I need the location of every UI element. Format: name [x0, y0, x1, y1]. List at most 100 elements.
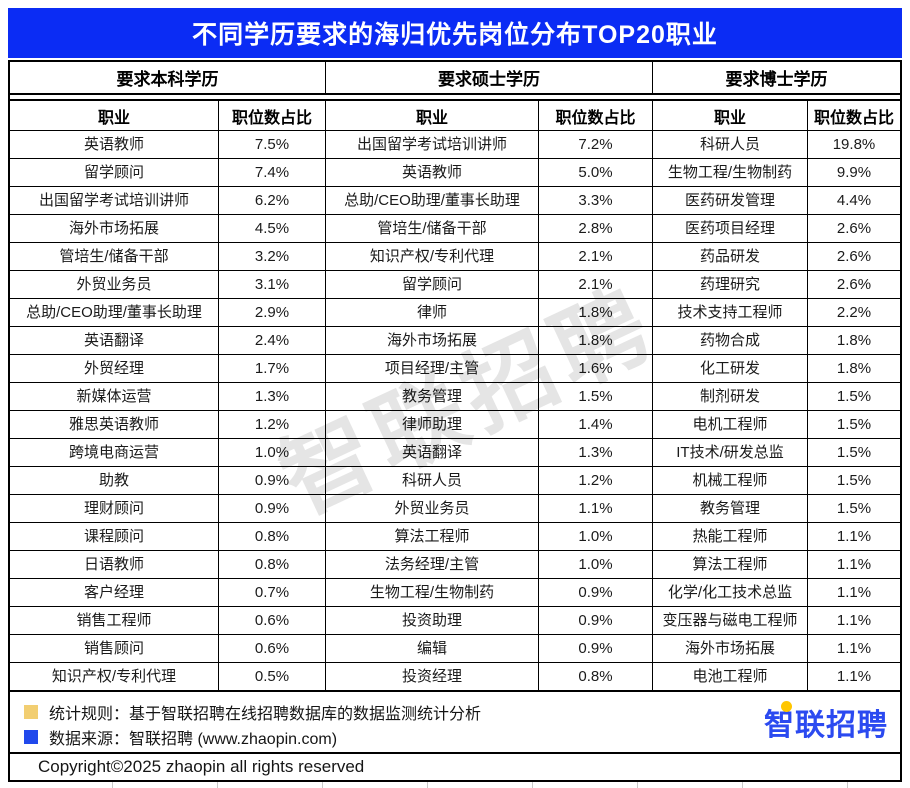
table-cell-share: 1.5%: [808, 467, 900, 494]
table-frame: 要求本科学历 要求硕士学历 要求博士学历 职业 职位数占比 职业 职位数占比 职…: [8, 60, 902, 782]
table-cell-share: 1.8%: [539, 299, 652, 326]
footer: 统计规则：基于智联招聘在线招聘数据库的数据监测统计分析 数据来源：智联招聘 (w…: [10, 692, 900, 752]
table-cell-share: 1.4%: [539, 411, 652, 438]
table-cell-share: 2.2%: [808, 299, 900, 326]
column-header-share: 职位数占比: [539, 101, 652, 130]
table-cell-share: 1.5%: [539, 383, 652, 410]
section-header-master: 要求硕士学历: [326, 62, 652, 93]
table-cell-occupation: 生物工程/生物制药: [326, 579, 538, 606]
table-cell-share: 1.5%: [808, 383, 900, 410]
table-cell-occupation: 化学/化工技术总监: [653, 579, 807, 606]
table-cell-occupation: 科研人员: [326, 467, 538, 494]
table-cell-occupation: 跨境电商运营: [10, 439, 218, 466]
table-cell-occupation: 海外市场拓展: [326, 327, 538, 354]
table-cell-share: 5.0%: [539, 159, 652, 186]
legend-item-statistics-rule: 统计规则：基于智联招聘在线招聘数据库的数据监测统计分析: [24, 699, 900, 724]
table-cell-occupation: 医药研发管理: [653, 187, 807, 214]
table-cell-share: 1.5%: [808, 439, 900, 466]
table-cell-occupation: 管培生/储备干部: [326, 215, 538, 242]
table-cell-occupation: 出国留学考试培训讲师: [10, 187, 218, 214]
table-cell-occupation: 外贸业务员: [10, 271, 218, 298]
table-cell-share: 1.3%: [539, 439, 652, 466]
table-cell-share: 2.6%: [808, 215, 900, 242]
legend-swatch-blue: [24, 729, 38, 744]
table-cell-occupation: 电池工程师: [653, 663, 807, 690]
table-grid: 职业 职位数占比 职业 职位数占比 职业 职位数占比 英语教师 7.5% 出国留学考…: [10, 99, 900, 692]
table-cell-occupation: 外贸业务员: [326, 495, 538, 522]
table-cell-share: 2.1%: [539, 243, 652, 270]
zhaopin-logo-text: 智联招聘: [764, 709, 888, 742]
spreadsheet-gridlines: [8, 782, 902, 788]
table-cell-share: 0.8%: [219, 523, 325, 550]
table-cell-share: 7.2%: [539, 131, 652, 158]
legend-text: 统计规则：基于智联招聘在线招聘数据库的数据监测统计分析: [49, 705, 482, 723]
table-cell-share: 1.2%: [219, 411, 325, 438]
table-cell-share: 7.5%: [219, 131, 325, 158]
table-cell-occupation: 英语翻译: [10, 327, 218, 354]
table-cell-share: 3.1%: [219, 271, 325, 298]
table-cell-share: 3.2%: [219, 243, 325, 270]
table-cell-occupation: 雅思英语教师: [10, 411, 218, 438]
section-header-row: 要求本科学历 要求硕士学历 要求博士学历: [10, 62, 900, 95]
table-cell-occupation: 总助/CEO助理/董事长助理: [326, 187, 538, 214]
table-cell-occupation: 留学顾问: [326, 271, 538, 298]
table-cell-share: 1.0%: [539, 551, 652, 578]
legend-text: 数据来源：智联招聘 (www.zhaopin.com): [49, 730, 338, 748]
table-cell-occupation: 算法工程师: [653, 551, 807, 578]
table-cell-occupation: 英语翻译: [326, 439, 538, 466]
table-cell-occupation: 热能工程师: [653, 523, 807, 550]
table-cell-share: 7.4%: [219, 159, 325, 186]
table-cell-share: 0.9%: [539, 635, 652, 662]
table-cell-occupation: 留学顾问: [10, 159, 218, 186]
table-cell-share: 4.5%: [219, 215, 325, 242]
table-cell-share: 1.8%: [539, 327, 652, 354]
table-cell-share: 1.1%: [808, 551, 900, 578]
table-cell-occupation: 新媒体运营: [10, 383, 218, 410]
table-cell-share: 1.6%: [539, 355, 652, 382]
table-cell-occupation: 教务管理: [326, 383, 538, 410]
zhaopin-logo: 智联招聘: [764, 700, 888, 744]
table-cell-share: 9.9%: [808, 159, 900, 186]
table-cell-occupation: 法务经理/主管: [326, 551, 538, 578]
table-cell-share: 0.6%: [219, 635, 325, 662]
table-cell-occupation: 理财顾问: [10, 495, 218, 522]
table-cell-share: 19.8%: [808, 131, 900, 158]
zhaopin-logo-dot-icon: [781, 701, 792, 712]
table-cell-share: 3.3%: [539, 187, 652, 214]
table-cell-share: 1.1%: [539, 495, 652, 522]
copyright-text: Copyright©2025 zhaopin all rights reserv…: [10, 752, 900, 780]
table-cell-occupation: 教务管理: [653, 495, 807, 522]
table-cell-occupation: 药品研发: [653, 243, 807, 270]
table-cell-share: 0.9%: [539, 607, 652, 634]
page-title: 不同学历要求的海归优先岗位分布TOP20职业: [8, 8, 902, 58]
table-cell-occupation: 客户经理: [10, 579, 218, 606]
column-header-occupation: 职业: [10, 101, 218, 130]
table-cell-share: 1.0%: [539, 523, 652, 550]
table-cell-share: 1.5%: [808, 495, 900, 522]
table-cell-occupation: 机械工程师: [653, 467, 807, 494]
table-cell-share: 1.1%: [808, 635, 900, 662]
section-header-bachelor: 要求本科学历: [10, 62, 325, 93]
table-cell-occupation: 日语教师: [10, 551, 218, 578]
table-cell-share: 1.5%: [808, 411, 900, 438]
table-cell-share: 0.9%: [219, 495, 325, 522]
table-cell-share: 1.8%: [808, 355, 900, 382]
header-gap: [10, 95, 900, 99]
table-cell-occupation: 出国留学考试培训讲师: [326, 131, 538, 158]
table-cell-occupation: 销售工程师: [10, 607, 218, 634]
table-cell-occupation: 算法工程师: [326, 523, 538, 550]
table-cell-share: 0.8%: [539, 663, 652, 690]
table-cell-occupation: 知识产权/专利代理: [10, 663, 218, 690]
table-cell-occupation: 技术支持工程师: [653, 299, 807, 326]
table-cell-occupation: IT技术/研发总监: [653, 439, 807, 466]
legend-item-data-source: 数据来源：智联招聘 (www.zhaopin.com): [24, 724, 900, 749]
table-cell-occupation: 投资经理: [326, 663, 538, 690]
table-cell-share: 2.9%: [219, 299, 325, 326]
table-cell-occupation: 外贸经理: [10, 355, 218, 382]
table-cell-occupation: 变压器与磁电工程师: [653, 607, 807, 634]
table-cell-occupation: 药理研究: [653, 271, 807, 298]
table-cell-occupation: 电机工程师: [653, 411, 807, 438]
table-cell-occupation: 知识产权/专利代理: [326, 243, 538, 270]
table-cell-occupation: 英语教师: [10, 131, 218, 158]
table-cell-occupation: 总助/CEO助理/董事长助理: [10, 299, 218, 326]
